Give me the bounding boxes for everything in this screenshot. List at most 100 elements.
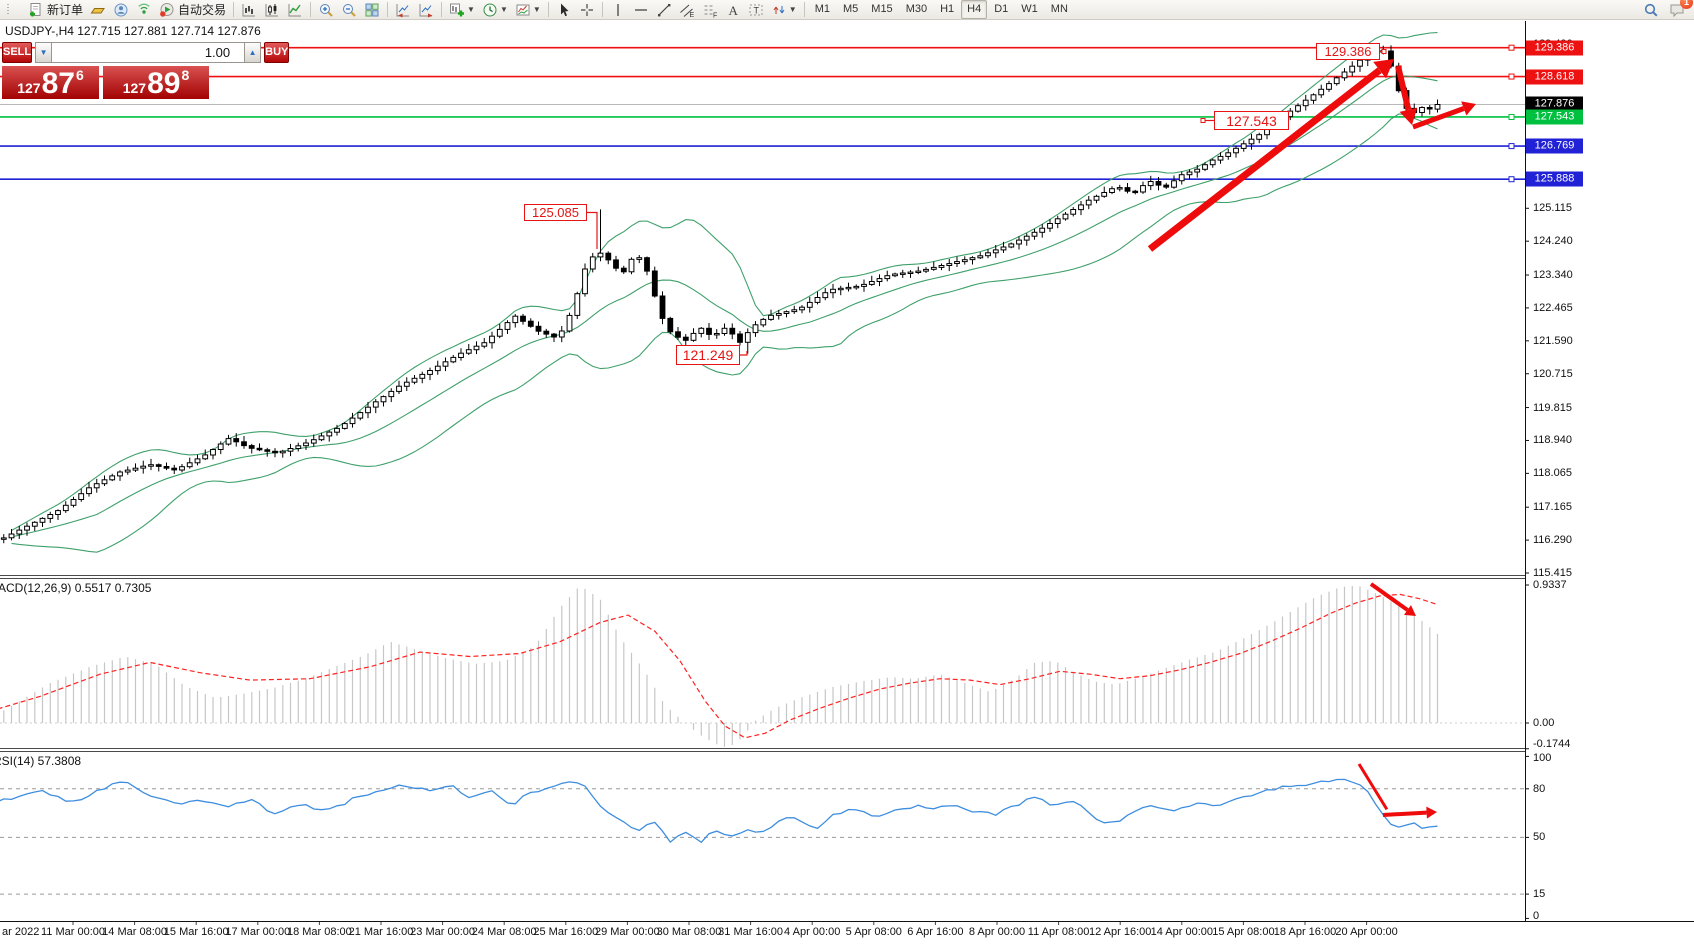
new-order-button[interactable]: 新订单 — [25, 1, 86, 19]
arrows-icon — [771, 2, 787, 18]
tile-windows-button[interactable] — [361, 1, 383, 19]
period-clock-button[interactable]: ▼ — [479, 1, 511, 19]
drawn-arrow-2[interactable] — [1412, 106, 1465, 130]
price-callout[interactable]: 125.085 — [524, 204, 587, 221]
line-chart-button[interactable] — [284, 1, 306, 19]
hline-handle[interactable] — [1508, 44, 1515, 51]
date-label: 8 Apr 00:00 — [968, 926, 1026, 938]
volume-up-button[interactable]: ▲ — [244, 42, 262, 63]
volume-input[interactable] — [52, 42, 245, 63]
date-label: 18 Mar 08:00 — [286, 926, 352, 938]
notifications-button[interactable]: 1 — [1666, 0, 1693, 19]
drawn-arrow-0[interactable] — [1147, 67, 1382, 252]
buy-button[interactable]: BUY — [264, 42, 290, 63]
trendline-button[interactable] — [653, 1, 675, 19]
hline-handle[interactable] — [1508, 73, 1515, 80]
drawn-arrow-4[interactable] — [1357, 763, 1389, 811]
toolbar-separator — [233, 2, 235, 17]
toolbar-separator — [601, 2, 603, 17]
hline-handle[interactable] — [1508, 143, 1515, 150]
timeframe-H1-button[interactable]: H1 — [940, 3, 955, 15]
hline-handle[interactable] — [1508, 176, 1515, 183]
toolbar-separator — [387, 2, 389, 17]
svg-text:F: F — [713, 12, 717, 18]
horizontal-line-button[interactable] — [630, 1, 652, 19]
zoom-out-button[interactable] — [338, 1, 360, 19]
auto-trading-icon — [159, 2, 175, 18]
timeframe-M5-button[interactable]: M5 — [843, 3, 859, 15]
new-order-button-label: 新订单 — [47, 3, 84, 17]
timeframe-H4-button[interactable]: H4 — [961, 0, 988, 19]
hline-handle[interactable] — [1508, 113, 1515, 120]
price-tick: 122.465 — [1533, 301, 1573, 314]
svg-text:A: A — [728, 3, 738, 18]
gold-button[interactable] — [87, 1, 109, 19]
buy-price-pip: 8 — [181, 67, 190, 83]
sell-price-display[interactable]: 127 87 6 — [2, 66, 99, 99]
crosshair-button[interactable] — [576, 1, 598, 19]
price-callout[interactable]: 121.249 — [676, 345, 740, 365]
symbol-ohlc-info: USDJPY-,H4 127.715 127.881 127.714 127.8… — [5, 24, 261, 38]
svg-text:E: E — [689, 12, 694, 18]
profile-left-icon — [395, 2, 411, 18]
signals-button[interactable] — [133, 1, 155, 19]
text-button[interactable]: A — [722, 1, 744, 19]
timeframe-W1-button[interactable]: W1 — [1021, 3, 1038, 15]
drawn-arrow-5[interactable] — [1382, 810, 1427, 817]
notification-badge: 1 — [1680, 0, 1693, 9]
grip-handle-button[interactable] — [2, 1, 24, 19]
zoom-in-button[interactable] — [315, 1, 337, 19]
timeframe-D1-button[interactable]: D1 — [994, 3, 1009, 15]
toolbar-separator — [547, 2, 549, 17]
profile-left-button[interactable] — [392, 1, 414, 19]
candle-chart-icon — [264, 2, 280, 18]
chevron-down-icon: ▼ — [467, 5, 475, 14]
date-label: 24 Mar 08:00 — [471, 926, 537, 938]
drawn-arrow-1[interactable] — [1395, 65, 1412, 111]
community-button[interactable] — [110, 1, 132, 19]
volume-down-button[interactable]: ▼ — [35, 42, 53, 63]
bar-chart-button[interactable] — [238, 1, 260, 19]
profile-right-button[interactable] — [415, 1, 437, 19]
auto-trading-button[interactable]: 自动交易 — [156, 1, 229, 19]
arrows-button[interactable]: ▼ — [768, 1, 800, 19]
template-chart-button[interactable]: ▼ — [512, 1, 544, 19]
text-icon: A — [725, 2, 741, 18]
buy-price-display[interactable]: 127 89 8 — [103, 66, 209, 99]
price-callout[interactable]: 127.543 — [1214, 111, 1289, 130]
chevron-down-icon: ▼ — [499, 5, 508, 14]
text-label-icon: T — [748, 2, 764, 18]
bar-chart-icon — [241, 2, 257, 18]
timeframe-M1-button[interactable]: M1 — [814, 3, 830, 15]
cursor-button[interactable] — [553, 1, 575, 19]
price-callout[interactable]: 129.386 — [1316, 43, 1380, 60]
date-label: 21 Mar 16:00 — [348, 926, 414, 938]
horizontal-line-icon — [633, 2, 649, 18]
equidistant-channel-button[interactable]: E — [676, 1, 698, 19]
vertical-line-button[interactable] — [607, 1, 629, 19]
date-label: 5 Apr 08:00 — [845, 926, 902, 938]
date-label: 30 Mar 08:00 — [656, 926, 722, 938]
equidistant-channel-icon: E — [679, 2, 695, 18]
date-label: 15 Mar 16:00 — [163, 926, 229, 938]
chevron-down-icon: ▼ — [788, 5, 797, 14]
candle-chart-button[interactable] — [261, 1, 283, 19]
text-label-button[interactable]: T — [745, 1, 767, 19]
price-tick: 117.165 — [1533, 501, 1572, 514]
timeframe-M15-button[interactable]: M15 — [871, 3, 893, 15]
rsi-tick: 15 — [1533, 888, 1546, 901]
macd-tick: 0.00 — [1533, 717, 1555, 729]
timeframe-MN-button[interactable]: MN — [1050, 3, 1068, 15]
fibonacci-icon: F — [702, 2, 718, 18]
price-tick: 120.715 — [1533, 367, 1573, 380]
new-chart-button[interactable]: ▼ — [446, 1, 478, 19]
fibonacci-button[interactable]: F — [699, 1, 721, 19]
auto-trading-button-label: 自动交易 — [178, 3, 227, 17]
timeframe-M30-button[interactable]: M30 — [905, 3, 928, 15]
sell-button[interactable]: SELL — [2, 42, 33, 63]
search-button[interactable] — [1640, 1, 1662, 19]
date-label: 25 Mar 16:00 — [533, 926, 599, 938]
profile-right-icon — [418, 2, 434, 18]
drawn-arrow-3[interactable] — [1369, 582, 1409, 612]
